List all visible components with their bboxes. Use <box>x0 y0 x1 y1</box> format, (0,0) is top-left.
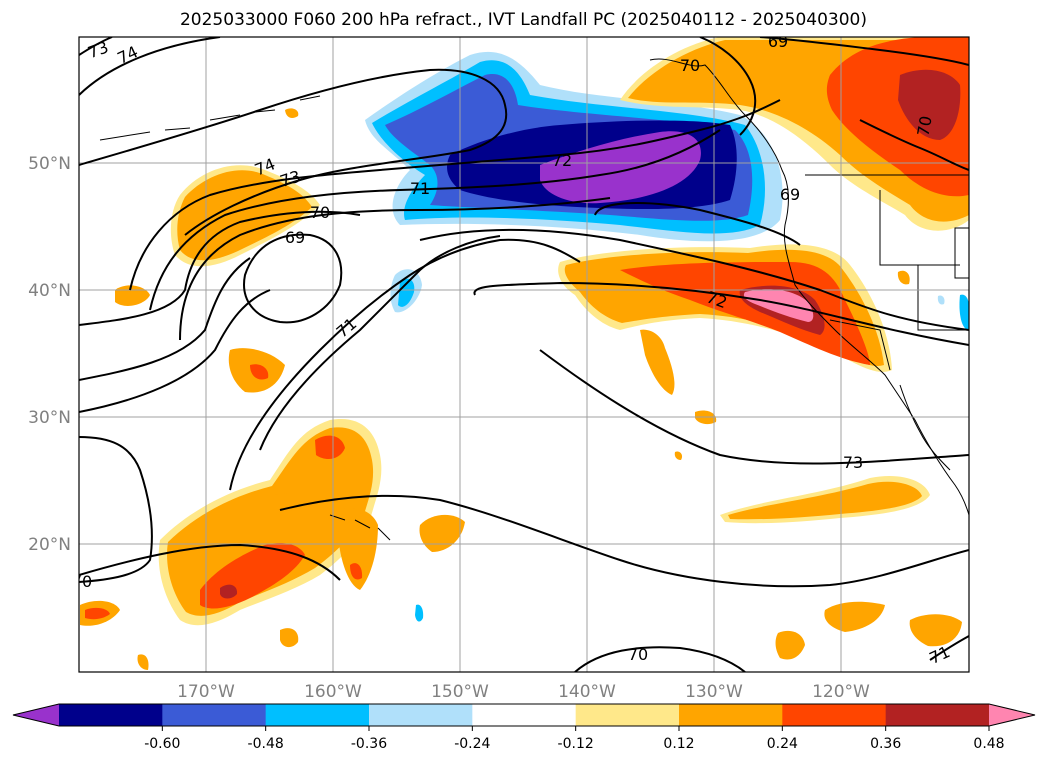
contour-label: 69 <box>768 32 788 51</box>
lon-label: 130°W <box>685 682 743 702</box>
contour-label: 70 <box>913 114 935 137</box>
colorbar-cell <box>369 704 473 726</box>
colorbar: -0.60 -0.48 -0.36 -0.24 -0.12 0.12 0.24 0.36 0.4… <box>12 703 1036 752</box>
positive-anomaly-field <box>80 37 969 670</box>
lon-label: 140°W <box>558 682 616 702</box>
colorbar-outline <box>12 703 1036 727</box>
refractivity-contours <box>79 37 969 672</box>
colorbar-cell <box>885 704 990 726</box>
colorbar-tick-label: 0.24 <box>767 736 798 752</box>
contour-label: 70 <box>628 645 648 664</box>
map-title: 2025033000 F060 200 hPa refract., IVT La… <box>179 10 867 30</box>
colorbar-tick-label: 0.12 <box>663 736 694 752</box>
colorbar-cell <box>472 704 577 726</box>
negative-anomaly-field <box>365 51 969 622</box>
contour-label: 70 <box>72 572 92 591</box>
colorbar-extend-high <box>989 704 1035 726</box>
colorbar-cell <box>265 704 370 726</box>
latitude-labels: 50°N 40°N 30°N 20°N <box>28 154 71 555</box>
contour-label: 71 <box>410 179 430 198</box>
colorbar-cell <box>162 704 267 726</box>
colorbar-tick-label: -0.60 <box>144 736 180 752</box>
colorbar-tick-label: -0.24 <box>454 736 490 752</box>
contour-label: 70 <box>310 203 330 222</box>
colorbar-cell <box>575 704 680 726</box>
lat-label: 40°N <box>28 281 71 301</box>
colorbar-cell <box>782 704 887 726</box>
colorbar-tick-label: 0.48 <box>973 736 1004 752</box>
lon-label: 150°W <box>431 682 489 702</box>
lat-label: 50°N <box>28 154 71 174</box>
contour-label: 70 <box>680 56 700 75</box>
map-frame <box>78 36 970 673</box>
colorbar-cell <box>679 704 783 726</box>
colorbar-tick-label: -0.36 <box>351 736 387 752</box>
contour-label: 69 <box>780 185 800 204</box>
map-area: 73 74 74 73 70 69 71 72 70 69 70 72 71 7… <box>72 32 969 672</box>
colorbar-cell <box>59 704 163 726</box>
lon-label: 160°W <box>304 682 362 702</box>
coastlines <box>99 58 969 541</box>
contour-label: 72 <box>552 151 572 170</box>
colorbar-tick-label: -0.12 <box>558 736 594 752</box>
colorbar-extend-low <box>13 704 59 726</box>
lon-label: 170°W <box>177 682 235 702</box>
contour-label: 69 <box>285 228 305 247</box>
lat-label: 20°N <box>28 535 71 555</box>
colorbar-tick-label: 0.36 <box>870 736 901 752</box>
lat-label: 30°N <box>28 408 71 428</box>
contour-label: 73 <box>843 453 863 472</box>
colorbar-tick-label: -0.48 <box>248 736 284 752</box>
longitude-labels: 170°W 160°W 150°W 140°W 130°W 120°W <box>177 682 870 702</box>
lon-label: 120°W <box>812 682 870 702</box>
